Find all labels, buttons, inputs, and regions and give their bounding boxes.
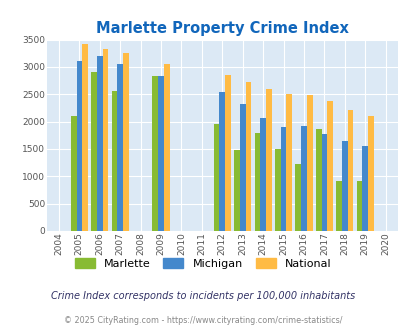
Bar <box>111 91 117 231</box>
Bar <box>213 124 219 231</box>
Bar <box>315 129 321 231</box>
Bar <box>219 92 225 231</box>
Bar <box>70 116 76 231</box>
Text: © 2025 CityRating.com - https://www.cityrating.com/crime-statistics/: © 2025 CityRating.com - https://www.city… <box>64 316 341 325</box>
Bar <box>335 181 341 231</box>
Bar <box>102 49 108 231</box>
Bar <box>123 53 128 231</box>
Bar <box>321 134 326 231</box>
Bar <box>326 101 332 231</box>
Bar <box>164 64 169 231</box>
Bar <box>82 44 88 231</box>
Bar <box>260 118 265 231</box>
Bar <box>347 110 352 231</box>
Bar <box>239 104 245 231</box>
Title: Marlette Property Crime Index: Marlette Property Crime Index <box>96 21 348 36</box>
Bar <box>117 64 123 231</box>
Bar <box>356 181 361 231</box>
Bar <box>97 56 102 231</box>
Bar <box>234 150 239 231</box>
Bar <box>341 141 347 231</box>
Bar <box>245 82 251 231</box>
Bar <box>76 61 82 231</box>
Bar <box>158 76 164 231</box>
Bar <box>254 133 260 231</box>
Bar <box>274 149 280 231</box>
Bar <box>91 72 97 231</box>
Bar <box>367 115 373 231</box>
Bar <box>306 95 312 231</box>
Text: Crime Index corresponds to incidents per 100,000 inhabitants: Crime Index corresponds to incidents per… <box>51 291 354 301</box>
Bar <box>286 94 291 231</box>
Bar <box>152 76 158 231</box>
Bar <box>295 164 301 231</box>
Legend: Marlette, Michigan, National: Marlette, Michigan, National <box>70 254 335 273</box>
Bar <box>225 75 230 231</box>
Bar <box>265 89 271 231</box>
Bar <box>361 146 367 231</box>
Bar <box>301 126 306 231</box>
Bar <box>280 127 286 231</box>
